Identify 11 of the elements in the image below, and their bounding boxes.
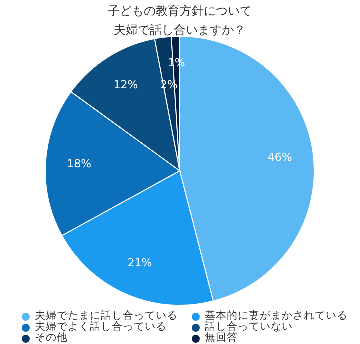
legend-label: 話し合っていない [204, 321, 294, 333]
legend-label: その他 [34, 332, 69, 344]
data-label: 46% [268, 151, 292, 164]
legend-label: 基本的に妻がまかされている [204, 310, 349, 322]
data-label: 21% [128, 256, 152, 270]
chart-title: 子どもの教育方針について夫婦で話し合いますか？ [106, 3, 253, 39]
data-label: 18% [67, 158, 92, 171]
data-label: 12% [114, 78, 138, 92]
legend-label: 夫婦でよく話し合っている [34, 321, 168, 333]
legend-label: 無回答 [204, 332, 239, 344]
legend-label: 夫婦でたまに話し合っている [34, 310, 179, 322]
